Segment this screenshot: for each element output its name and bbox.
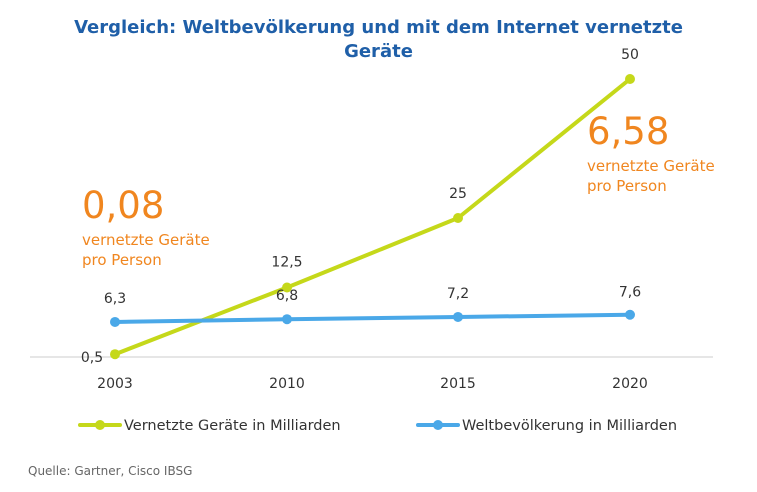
x-tick-label: 2020 bbox=[612, 376, 648, 392]
data-point bbox=[110, 316, 120, 327]
data-label: 6,8 bbox=[276, 288, 298, 304]
data-point bbox=[625, 74, 635, 84]
x-tick-label: 2015 bbox=[440, 376, 476, 392]
annotation-2003-value: 0,08 bbox=[82, 184, 165, 227]
data-label: 25 bbox=[449, 186, 467, 202]
annotation-2003-line1: vernetzte Geräte bbox=[82, 231, 210, 249]
series-line bbox=[113, 312, 632, 324]
legend-swatch-marker bbox=[433, 420, 443, 430]
data-label: 12,5 bbox=[271, 255, 302, 271]
legend-label: Weltbevölkerung in Milliarden bbox=[462, 418, 677, 434]
x-tick-label: 2003 bbox=[97, 376, 133, 392]
x-tick-label: 2010 bbox=[269, 376, 305, 392]
data-point bbox=[453, 213, 463, 223]
annotation-2003-line2: pro Person bbox=[82, 251, 162, 269]
annotation-2020-value: 6,58 bbox=[587, 110, 670, 153]
chart-title: Vergleich: Weltbevölkerung und mit dem I… bbox=[74, 17, 683, 62]
legend-label: Vernetzte Geräte in Milliarden bbox=[124, 418, 341, 434]
data-point bbox=[625, 309, 635, 320]
annotation-2020-line1: vernetzte Geräte bbox=[587, 157, 715, 175]
data-point bbox=[453, 311, 463, 322]
data-label: 50 bbox=[621, 47, 639, 63]
data-point bbox=[282, 282, 292, 293]
data-label: 0,5 bbox=[81, 350, 103, 366]
data-point bbox=[110, 349, 120, 360]
legend-swatch-marker bbox=[95, 420, 105, 430]
source-note: Quelle: Gartner, Cisco IBSG bbox=[28, 464, 193, 478]
annotation-2020-line2: pro Person bbox=[587, 177, 667, 195]
data-point bbox=[282, 314, 292, 325]
series-line bbox=[113, 77, 632, 357]
data-label: 7,2 bbox=[447, 286, 469, 302]
data-label: 6,3 bbox=[104, 291, 126, 307]
data-label: 7,6 bbox=[619, 285, 641, 301]
